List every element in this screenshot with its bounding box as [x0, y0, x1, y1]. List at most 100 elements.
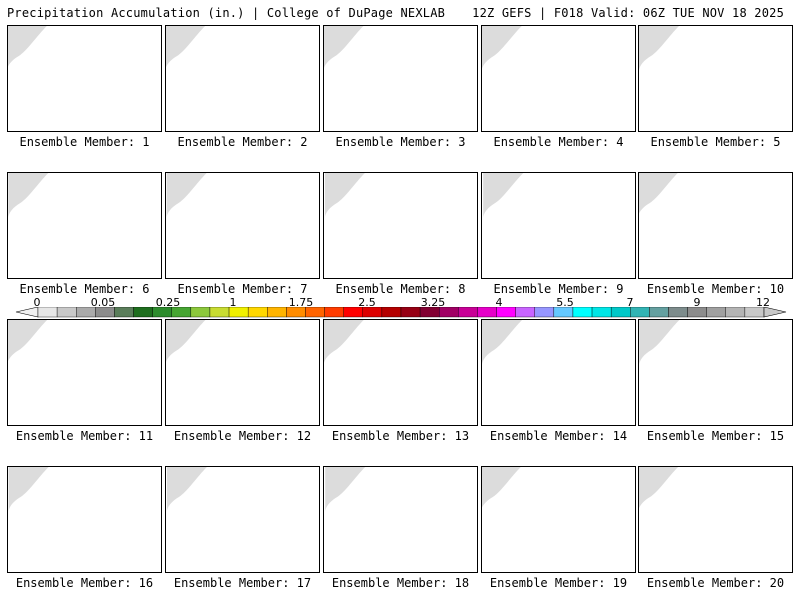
precipitation-map	[7, 25, 162, 132]
member-label: Ensemble Member: 9	[493, 282, 624, 296]
member-label: Ensemble Member: 1	[19, 135, 150, 149]
precipitation-map	[165, 466, 320, 573]
colorbar-bin	[458, 307, 478, 318]
member-label: Ensemble Member: 10	[646, 282, 785, 296]
colorbar-tick-label: 12	[756, 296, 770, 309]
precipitation-map	[638, 25, 793, 132]
precipitation-map	[165, 25, 320, 132]
colorbar-bin	[649, 307, 669, 318]
colorbar-bin	[114, 307, 134, 318]
map-svg	[639, 26, 679, 71]
map-svg	[482, 320, 522, 365]
precipitation-map	[481, 319, 636, 426]
colorbar-bin	[362, 307, 383, 318]
member-label: Ensemble Member: 4	[493, 135, 624, 149]
precipitation-map	[323, 172, 478, 279]
precipitation-map	[323, 319, 478, 426]
colorbar-tick-label: 0	[33, 296, 41, 309]
colorbar-bin	[572, 307, 593, 318]
colorbar-bin	[668, 307, 688, 318]
colorbar-tick-label: 5.5	[556, 296, 574, 309]
map-svg	[8, 320, 48, 362]
member-label: Ensemble Member: 20	[646, 576, 785, 590]
colorbar-bin	[744, 307, 765, 318]
precipitation-map	[7, 319, 162, 426]
member-label: Ensemble Member: 18	[331, 576, 470, 590]
colorbar-bin	[439, 307, 459, 318]
colorbar-bin	[419, 307, 440, 318]
member-label: Ensemble Member: 12	[173, 429, 312, 443]
map-svg	[324, 173, 365, 218]
colorbar-bin	[706, 307, 726, 318]
precipitation-map	[638, 319, 793, 426]
colorbar-bin	[610, 307, 631, 318]
colorbar-bin	[37, 307, 58, 318]
colorbar-bin	[687, 307, 707, 318]
colorbar-bin	[591, 307, 612, 318]
precipitation-map	[481, 466, 636, 573]
colorbar-bin	[305, 307, 325, 318]
colorbar-tick-label: 0.25	[155, 296, 181, 309]
colorbar-bin	[152, 307, 172, 318]
precipitation-map	[481, 25, 636, 132]
colorbar-bin	[56, 307, 77, 318]
precipitation-map	[7, 466, 162, 573]
colorbar-bin	[324, 307, 344, 318]
colorbar-bin	[725, 307, 746, 318]
member-label: Ensemble Member: 19	[489, 576, 628, 590]
colorbar-tick-label: 0.05	[90, 296, 116, 309]
member-label: Ensemble Member: 6	[19, 282, 150, 296]
colorbar-bin	[209, 307, 230, 318]
model-run-info: 12Z GEFS | F018 Valid: 06Z TUE NOV 18 20…	[472, 6, 784, 20]
precipitation-map	[7, 172, 162, 279]
colorbar-bin	[477, 307, 497, 318]
colorbar-bin	[267, 307, 287, 318]
colorbar-tick-labels: 0 0.05 0.25 1 1.75 2.5 3.25 4 5.5 7 9 12	[0, 296, 800, 309]
precipitation-map	[165, 172, 320, 279]
map-svg	[8, 467, 49, 512]
colorbar-bin	[343, 307, 363, 318]
member-label: Ensemble Member: 2	[177, 135, 308, 149]
colorbar-bin	[496, 307, 516, 318]
member-label: Ensemble Member: 14	[489, 429, 628, 443]
precipitation-map	[638, 172, 793, 279]
member-label: Ensemble Member: 3	[335, 135, 466, 149]
colorbar-bar	[15, 307, 787, 318]
precipitation-map	[323, 466, 478, 573]
map-svg	[324, 26, 364, 68]
colorbar-bin	[400, 307, 421, 318]
colorbar-bin	[515, 307, 535, 318]
colorbar-right-arrow	[763, 307, 787, 318]
map-svg	[166, 173, 207, 218]
colorbar-bin	[171, 307, 192, 318]
member-label: Ensemble Member: 7	[177, 282, 308, 296]
map-svg	[639, 173, 678, 214]
member-label: Ensemble Member: 15	[646, 429, 785, 443]
colorbar-tick-label: 9	[693, 296, 701, 309]
map-svg	[639, 467, 679, 509]
colorbar-tick-label: 4	[495, 296, 503, 309]
member-label: Ensemble Member: 17	[173, 576, 312, 590]
member-label: Ensemble Member: 13	[331, 429, 470, 443]
colorbar-bin	[286, 307, 306, 318]
colorbar-bin	[76, 307, 96, 318]
precipitation-map	[165, 319, 320, 426]
precipitation-map	[323, 25, 478, 132]
map-svg	[483, 173, 524, 218]
map-svg	[325, 467, 366, 512]
colorbar-legend: 0 0.05 0.25 1 1.75 2.5 3.25 4 5.5 7 9 12	[0, 296, 800, 318]
map-svg	[166, 26, 206, 68]
colorbar-bin	[133, 307, 153, 318]
colorbar-bin	[534, 307, 555, 318]
map-svg	[639, 320, 680, 365]
colorbar-bin	[247, 307, 268, 318]
precipitation-map	[481, 172, 636, 279]
colorbar-bin	[630, 307, 650, 318]
colorbar-bin	[553, 307, 574, 318]
colorbar-bin	[381, 307, 402, 318]
map-svg	[166, 320, 206, 362]
colorbar-bin	[190, 307, 211, 318]
colorbar-bin	[228, 307, 249, 318]
colorbar-left-arrow	[15, 307, 39, 318]
colorbar-tick-label: 1	[229, 296, 237, 309]
